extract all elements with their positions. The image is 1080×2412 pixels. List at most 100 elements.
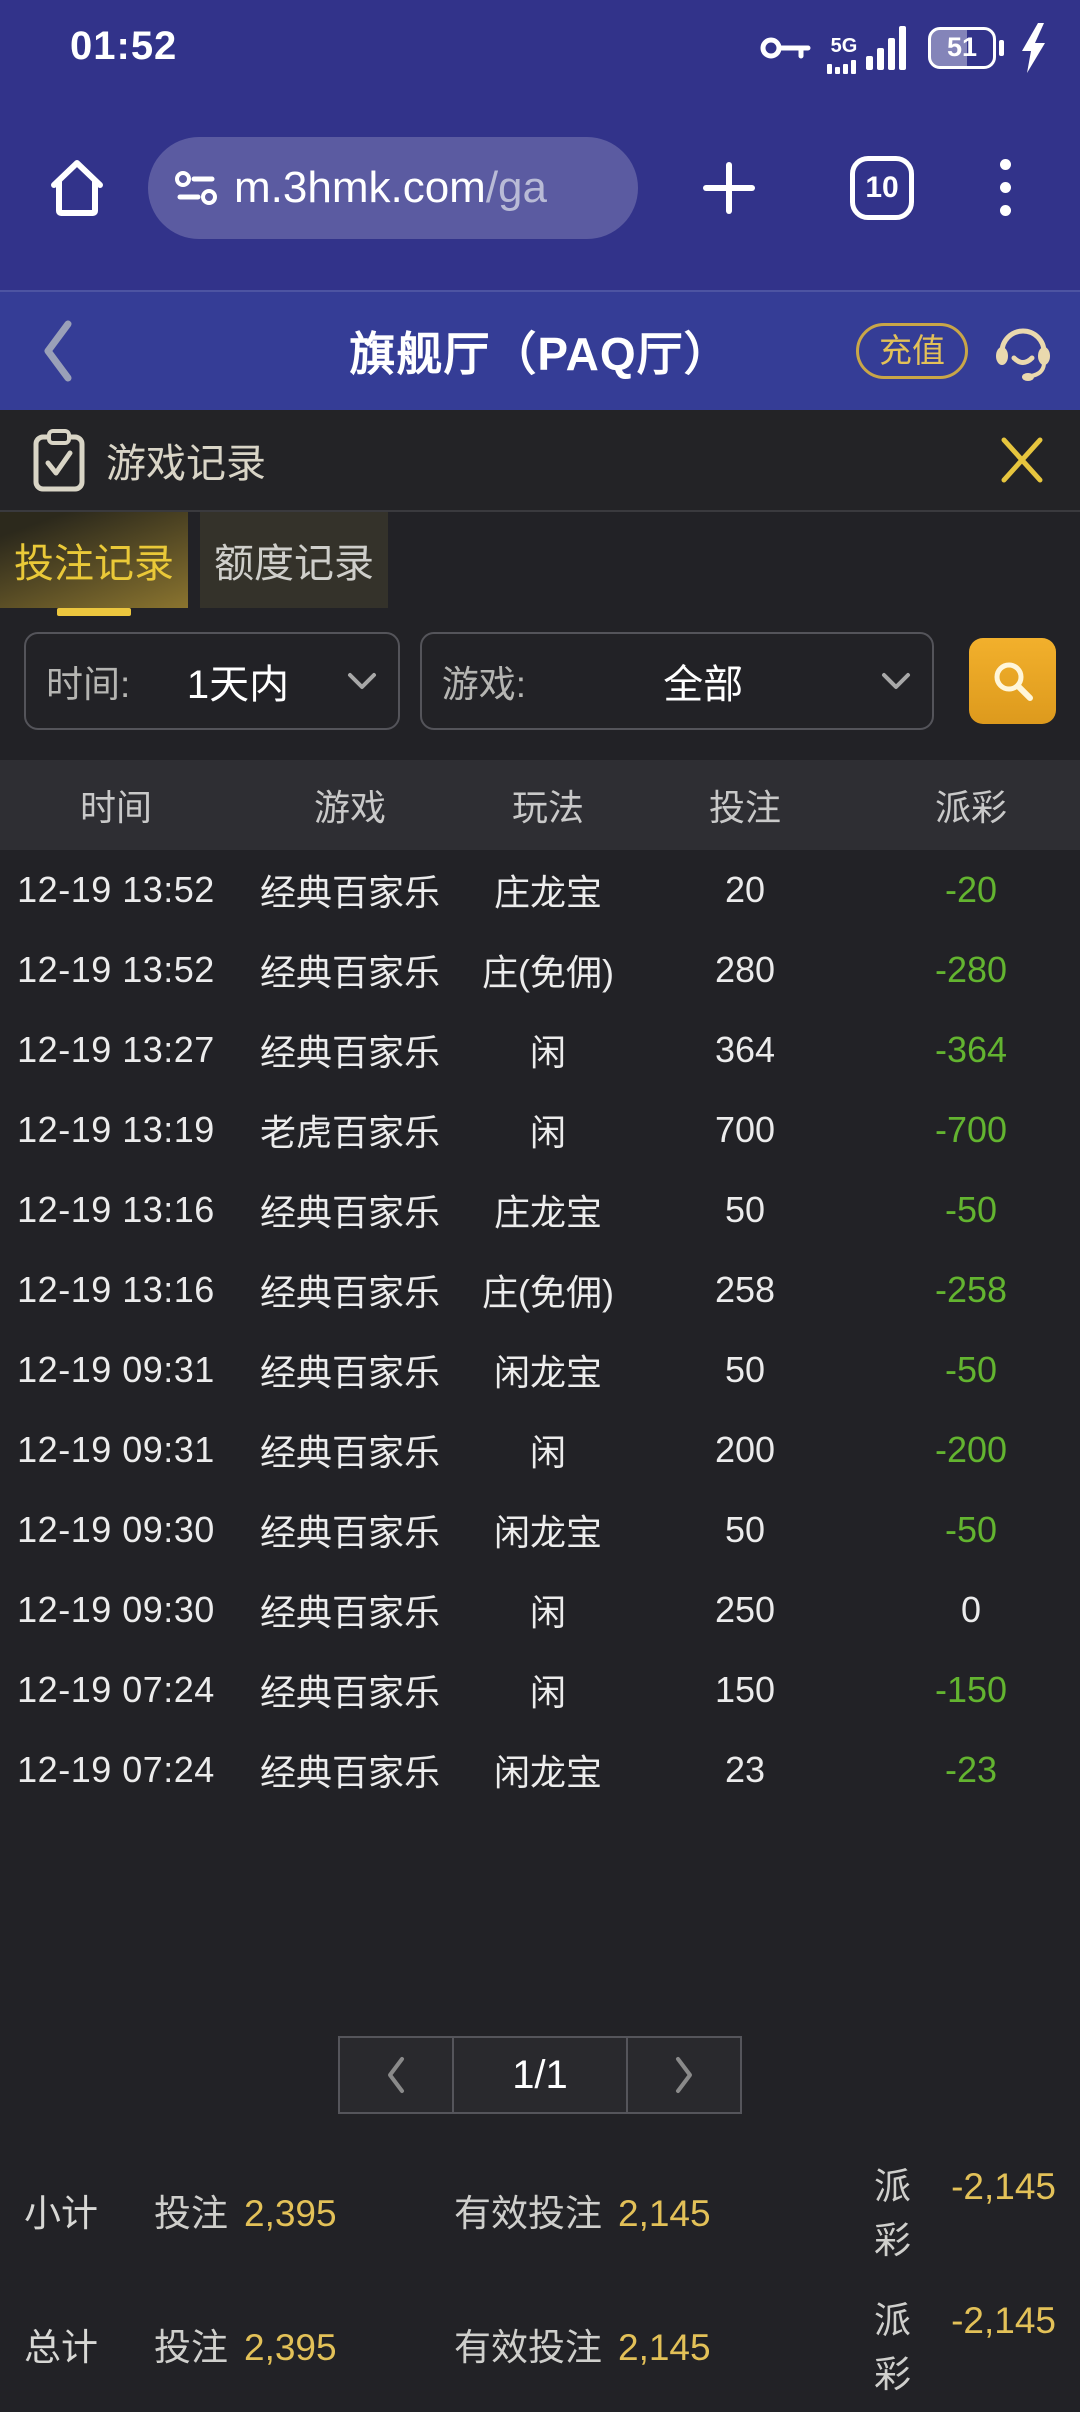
home-icon[interactable] (44, 155, 110, 221)
table-row: 12-19 13:52 经典百家乐 庄(免佣) 280 -280 (0, 930, 1080, 1010)
back-button[interactable] (38, 318, 78, 384)
battery-percent: 51 (946, 32, 978, 62)
cell-game: 经典百家乐 (259, 1272, 440, 1313)
game-filter-value: 全部 (663, 663, 744, 707)
table-row: 12-19 09:31 经典百家乐 闲 200 -200 (0, 1410, 1080, 1490)
battery-icon: 51 (928, 26, 1004, 69)
cell-play: 闲 (529, 1112, 566, 1153)
cell-play: 闲 (529, 1592, 566, 1633)
payout-label: 派彩 (874, 2166, 911, 2261)
cell-time: 12-19 09:31 (17, 1429, 215, 1470)
cell-play: 庄龙宝 (493, 1192, 602, 1233)
cell-game: 经典百家乐 (259, 1672, 440, 1713)
cell-time: 12-19 13:27 (17, 1029, 215, 1070)
spacer (0, 1810, 1080, 2036)
table-row: 12-19 09:30 经典百家乐 闲 250 0 (0, 1570, 1080, 1650)
cell-payout: -50 (944, 1349, 998, 1390)
close-icon[interactable] (994, 432, 1050, 488)
next-page-button[interactable] (626, 2036, 742, 2114)
status-icons: 5G 51 (760, 11, 1048, 75)
cell-game: 经典百家乐 (259, 1352, 440, 1393)
col-header-game: 游戏 (313, 787, 386, 828)
cell-bet: 364 (714, 1029, 776, 1070)
payout-total: -2,145 (951, 2166, 1056, 2207)
status-bar: 01:52 5G 51 (0, 0, 1080, 85)
col-header-time: 时间 (79, 787, 152, 828)
table-row: 12-19 07:24 经典百家乐 闲 150 -150 (0, 1650, 1080, 1730)
cell-time: 12-19 09:31 (17, 1349, 215, 1390)
cell-play: 庄(免佣) (482, 952, 614, 993)
cell-game: 经典百家乐 (259, 1432, 440, 1473)
site-info-icon[interactable] (174, 166, 218, 210)
table-row: 12-19 13:19 老虎百家乐 闲 700 -700 (0, 1090, 1080, 1170)
charging-bolt-icon (1018, 21, 1048, 75)
customer-service-icon[interactable] (990, 318, 1056, 384)
cell-time: 12-19 07:24 (17, 1669, 215, 1710)
tab-switcher-button[interactable]: 10 (850, 155, 914, 220)
url-path: /ga (485, 162, 547, 212)
cell-game: 经典百家乐 (259, 1032, 440, 1073)
cell-bet: 150 (714, 1669, 776, 1710)
cell-game: 经典百家乐 (259, 1592, 440, 1633)
table-row: 12-19 13:27 经典百家乐 闲 364 -364 (0, 1010, 1080, 1090)
network-type-label: 5G (830, 34, 858, 57)
browser-menu-button[interactable] (1000, 159, 1011, 216)
cell-time: 12-19 09:30 (17, 1509, 215, 1550)
browser-toolbar: m.3hmk.com/ga 10 (0, 85, 1080, 290)
payout-label: 派彩 (874, 2300, 911, 2395)
cell-game: 经典百家乐 (259, 1512, 440, 1553)
game-filter-dropdown[interactable]: 游戏: 全部 (419, 632, 935, 730)
cell-time: 12-19 13:16 (17, 1189, 215, 1230)
payout-total: -2,145 (951, 2300, 1056, 2341)
record-tabs: 投注记录 额度记录 (0, 512, 1080, 616)
chevron-down-icon (880, 671, 912, 691)
cell-play: 闲龙宝 (493, 1352, 602, 1393)
valid-bet-total: 2,145 (618, 2327, 711, 2368)
prev-page-button[interactable] (338, 2036, 454, 2114)
page-header: 旗舰厅（PAQ厅） 充值 (0, 290, 1080, 410)
tab-label: 投注记录 (14, 542, 174, 586)
summary: 小计 投注 2,395 有效投注 2,145 派彩 -2,145 总计 投注 2,395… (0, 2114, 1080, 2412)
pagination: 1/1 (0, 2036, 1080, 2114)
cell-bet: 700 (714, 1109, 776, 1150)
cell-play: 闲龙宝 (493, 1752, 602, 1793)
active-tab-underline (57, 608, 131, 616)
cell-bet: 50 (724, 1509, 766, 1550)
cell-bet: 200 (714, 1429, 776, 1470)
cell-play: 闲 (529, 1672, 566, 1713)
search-button[interactable] (969, 638, 1057, 724)
cell-game: 经典百家乐 (259, 1192, 440, 1233)
chevron-down-icon (346, 671, 378, 691)
time-filter-label: 时间: (46, 664, 131, 705)
cell-game: 经典百家乐 (259, 952, 440, 993)
col-header-bet: 投注 (708, 787, 781, 828)
table-row: 12-19 13:16 经典百家乐 庄(免佣) 258 -258 (0, 1250, 1080, 1330)
table-row: 12-19 09:31 经典百家乐 闲龙宝 50 -50 (0, 1330, 1080, 1410)
cell-play: 庄(免佣) (482, 1272, 614, 1313)
cell-play: 闲 (529, 1432, 566, 1473)
signal-icon: 5G (826, 22, 914, 74)
valid-bet-label: 有效投注 (454, 2193, 602, 2234)
time-filter-value: 1天内 (186, 663, 290, 707)
cell-payout: -20 (944, 869, 998, 910)
time-filter-dropdown[interactable]: 时间: 1天内 (24, 632, 400, 730)
cell-play: 闲龙宝 (493, 1512, 602, 1553)
panel-header: 游戏记录 (0, 410, 1080, 512)
grand-total-row: 总计 投注 2,395 有效投注 2,145 派彩 -2,145 (24, 2290, 1056, 2398)
recharge-button[interactable]: 充值 (856, 323, 968, 379)
key-icon (760, 33, 812, 63)
filter-bar: 时间: 1天内 游戏: 全部 (0, 616, 1080, 730)
cell-bet: 280 (714, 949, 776, 990)
subtotal-row: 小计 投注 2,395 有效投注 2,145 派彩 -2,145 (24, 2156, 1056, 2264)
cell-payout: -50 (944, 1509, 998, 1550)
url-bar[interactable]: m.3hmk.com/ga (148, 136, 638, 239)
valid-bet-label: 有效投注 (454, 2327, 602, 2368)
tab-count: 10 (865, 170, 899, 204)
cell-time: 12-19 09:30 (17, 1589, 215, 1630)
clock: 01:52 (70, 24, 178, 68)
cell-payout: -364 (934, 1029, 1008, 1070)
tab-bet-records[interactable]: 投注记录 (0, 512, 188, 616)
new-tab-button[interactable] (700, 159, 758, 217)
tab-quota-records[interactable]: 额度记录 (200, 512, 388, 608)
